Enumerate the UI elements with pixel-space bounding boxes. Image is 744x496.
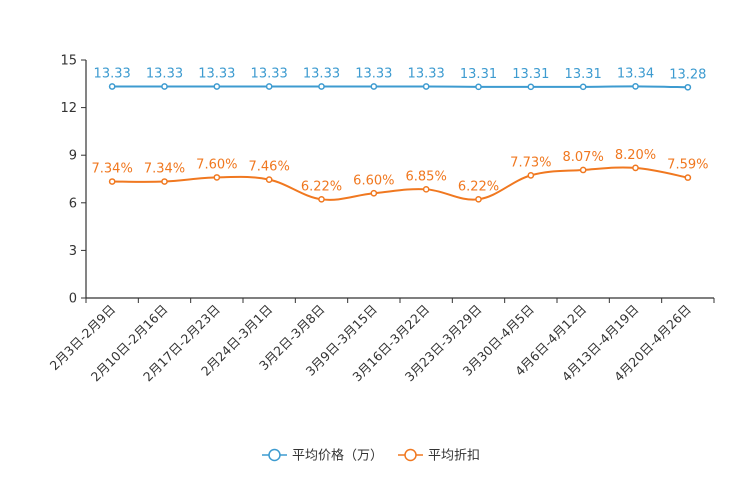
y-axis: 0 3 6 9 12 15: [60, 54, 87, 307]
data-point: [475, 195, 482, 203]
data-label: 13.31: [460, 67, 497, 82]
data-point: [422, 83, 430, 90]
y-tick-label: 6: [69, 196, 77, 211]
data-point: [684, 83, 692, 91]
data-label: 13.34: [617, 66, 654, 81]
data-point: [632, 164, 639, 172]
legend-item-2[interactable]: 平均折扣: [398, 449, 480, 464]
data-point: [632, 82, 639, 90]
data-point: [370, 189, 378, 197]
data-point: [318, 195, 325, 203]
x-axis: 2月3日-2月9日2月10日-2月16日2月17日-2月23日2月24日-3月1…: [47, 297, 715, 384]
data-point: [161, 178, 168, 185]
y-tick-label: 3: [69, 244, 77, 259]
data-label: 7.34%: [144, 162, 185, 177]
data-point: [579, 83, 587, 91]
data-point: [475, 83, 482, 91]
data-label: 8.07%: [563, 150, 604, 165]
data-point: [161, 83, 168, 90]
data-label: 7.60%: [196, 157, 237, 172]
data-point: [108, 178, 116, 185]
y-tick-label: 12: [60, 101, 77, 116]
data-point: [265, 176, 273, 183]
data-label: 8.20%: [615, 148, 656, 163]
legend-marker-icon: [268, 448, 281, 462]
data-point: [370, 83, 378, 90]
data-label: 13.31: [565, 67, 602, 82]
data-label: 7.34%: [92, 162, 133, 177]
data-label: 13.33: [251, 66, 288, 81]
data-label: 13.33: [408, 66, 445, 81]
data-label: 13.33: [198, 66, 235, 81]
data-label: 13.31: [512, 67, 549, 82]
data-point: [318, 83, 325, 90]
data-point: [108, 83, 116, 90]
legend[interactable]: 平均价格（万） 平均折扣: [262, 448, 480, 464]
data-point: [684, 174, 692, 181]
data-label: 13.33: [146, 66, 183, 81]
data-label: 7.73%: [510, 155, 551, 170]
data-label: 6.85%: [406, 169, 447, 184]
data-label: 13.33: [303, 66, 340, 81]
legend-label: 平均价格（万）: [292, 448, 383, 464]
data-point: [265, 83, 273, 90]
y-tick-label: 9: [69, 149, 77, 164]
series-line: [112, 85, 688, 89]
series-layer: 13.33 13.33 13.33 13.33 13.33 13.33 13.33 13.31…: [92, 66, 708, 203]
data-point: [213, 174, 221, 181]
y-tick-label: 15: [60, 54, 77, 69]
legend-marker-icon: [404, 448, 417, 462]
data-label: 13.28: [669, 67, 706, 82]
data-label: 7.46%: [249, 160, 290, 175]
data-point: [579, 166, 587, 174]
data-point: [527, 83, 535, 91]
data-point: [527, 172, 535, 179]
data-point: [213, 83, 221, 90]
series-line: [112, 166, 689, 201]
data-label: 7.59%: [667, 158, 708, 173]
legend-item-1[interactable]: 平均价格（万）: [262, 448, 383, 464]
data-label: 13.33: [355, 66, 392, 81]
y-tick-label: 0: [69, 292, 77, 307]
data-label: 6.22%: [458, 179, 499, 194]
data-label: 6.22%: [301, 179, 342, 194]
data-point: [422, 185, 430, 193]
data-label: 6.60%: [353, 173, 394, 188]
data-label: 13.33: [94, 66, 131, 81]
series-1: 13.33 13.33 13.33 13.33 13.33 13.33 13.33 13.31…: [94, 66, 706, 91]
legend-label: 平均折扣: [428, 449, 480, 464]
series-2: 7.34% 7.34% 7.60% 7.46% 6.22% 6.60% 6.85% 6.22%…: [92, 148, 708, 203]
